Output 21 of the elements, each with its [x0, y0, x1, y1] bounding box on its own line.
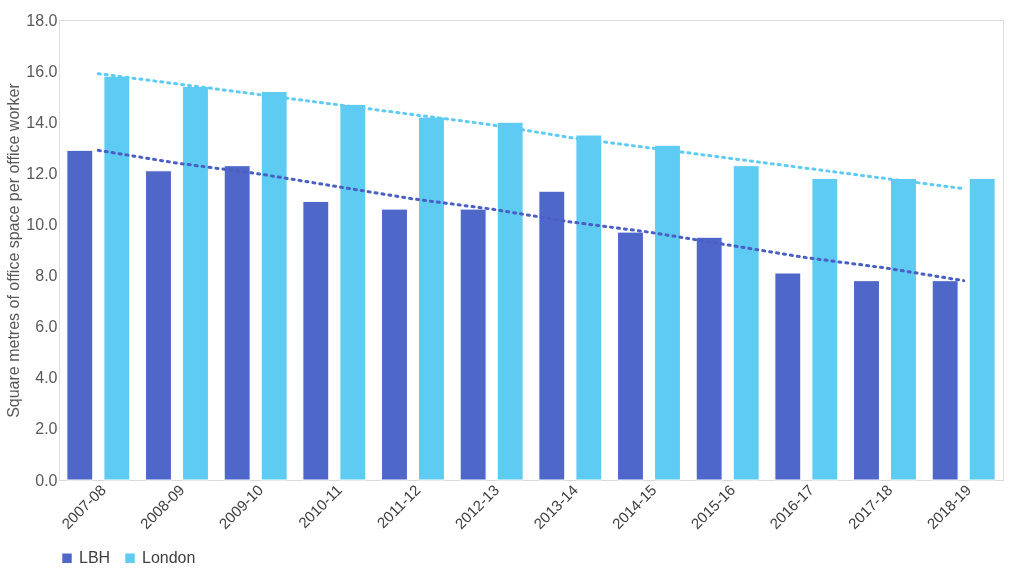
bar [774, 272, 802, 481]
y-tick-label: 2.0 [35, 420, 58, 438]
y-tick-label: 0.0 [35, 471, 58, 489]
bar [66, 149, 94, 481]
bar [853, 280, 880, 481]
y-tick-label: 8.0 [35, 267, 58, 285]
y-axis-title: Square metres of office space per office worker [5, 82, 23, 418]
y-tick-label: 16.0 [26, 62, 58, 80]
y-tick-label: 12.0 [26, 164, 58, 182]
legend-label: London [142, 549, 196, 567]
legend-label: LBH [79, 549, 111, 567]
bar [381, 208, 408, 481]
y-tick-label: 14.0 [26, 113, 58, 131]
y-tick-label: 10.0 [26, 215, 58, 233]
y-tick-label: 6.0 [35, 318, 58, 336]
y-tick-label: 4.0 [35, 369, 58, 387]
bar [811, 177, 839, 481]
bar [145, 170, 172, 481]
y-tick-label: 18.0 [26, 11, 58, 29]
bar [968, 177, 996, 481]
bar [302, 200, 330, 481]
